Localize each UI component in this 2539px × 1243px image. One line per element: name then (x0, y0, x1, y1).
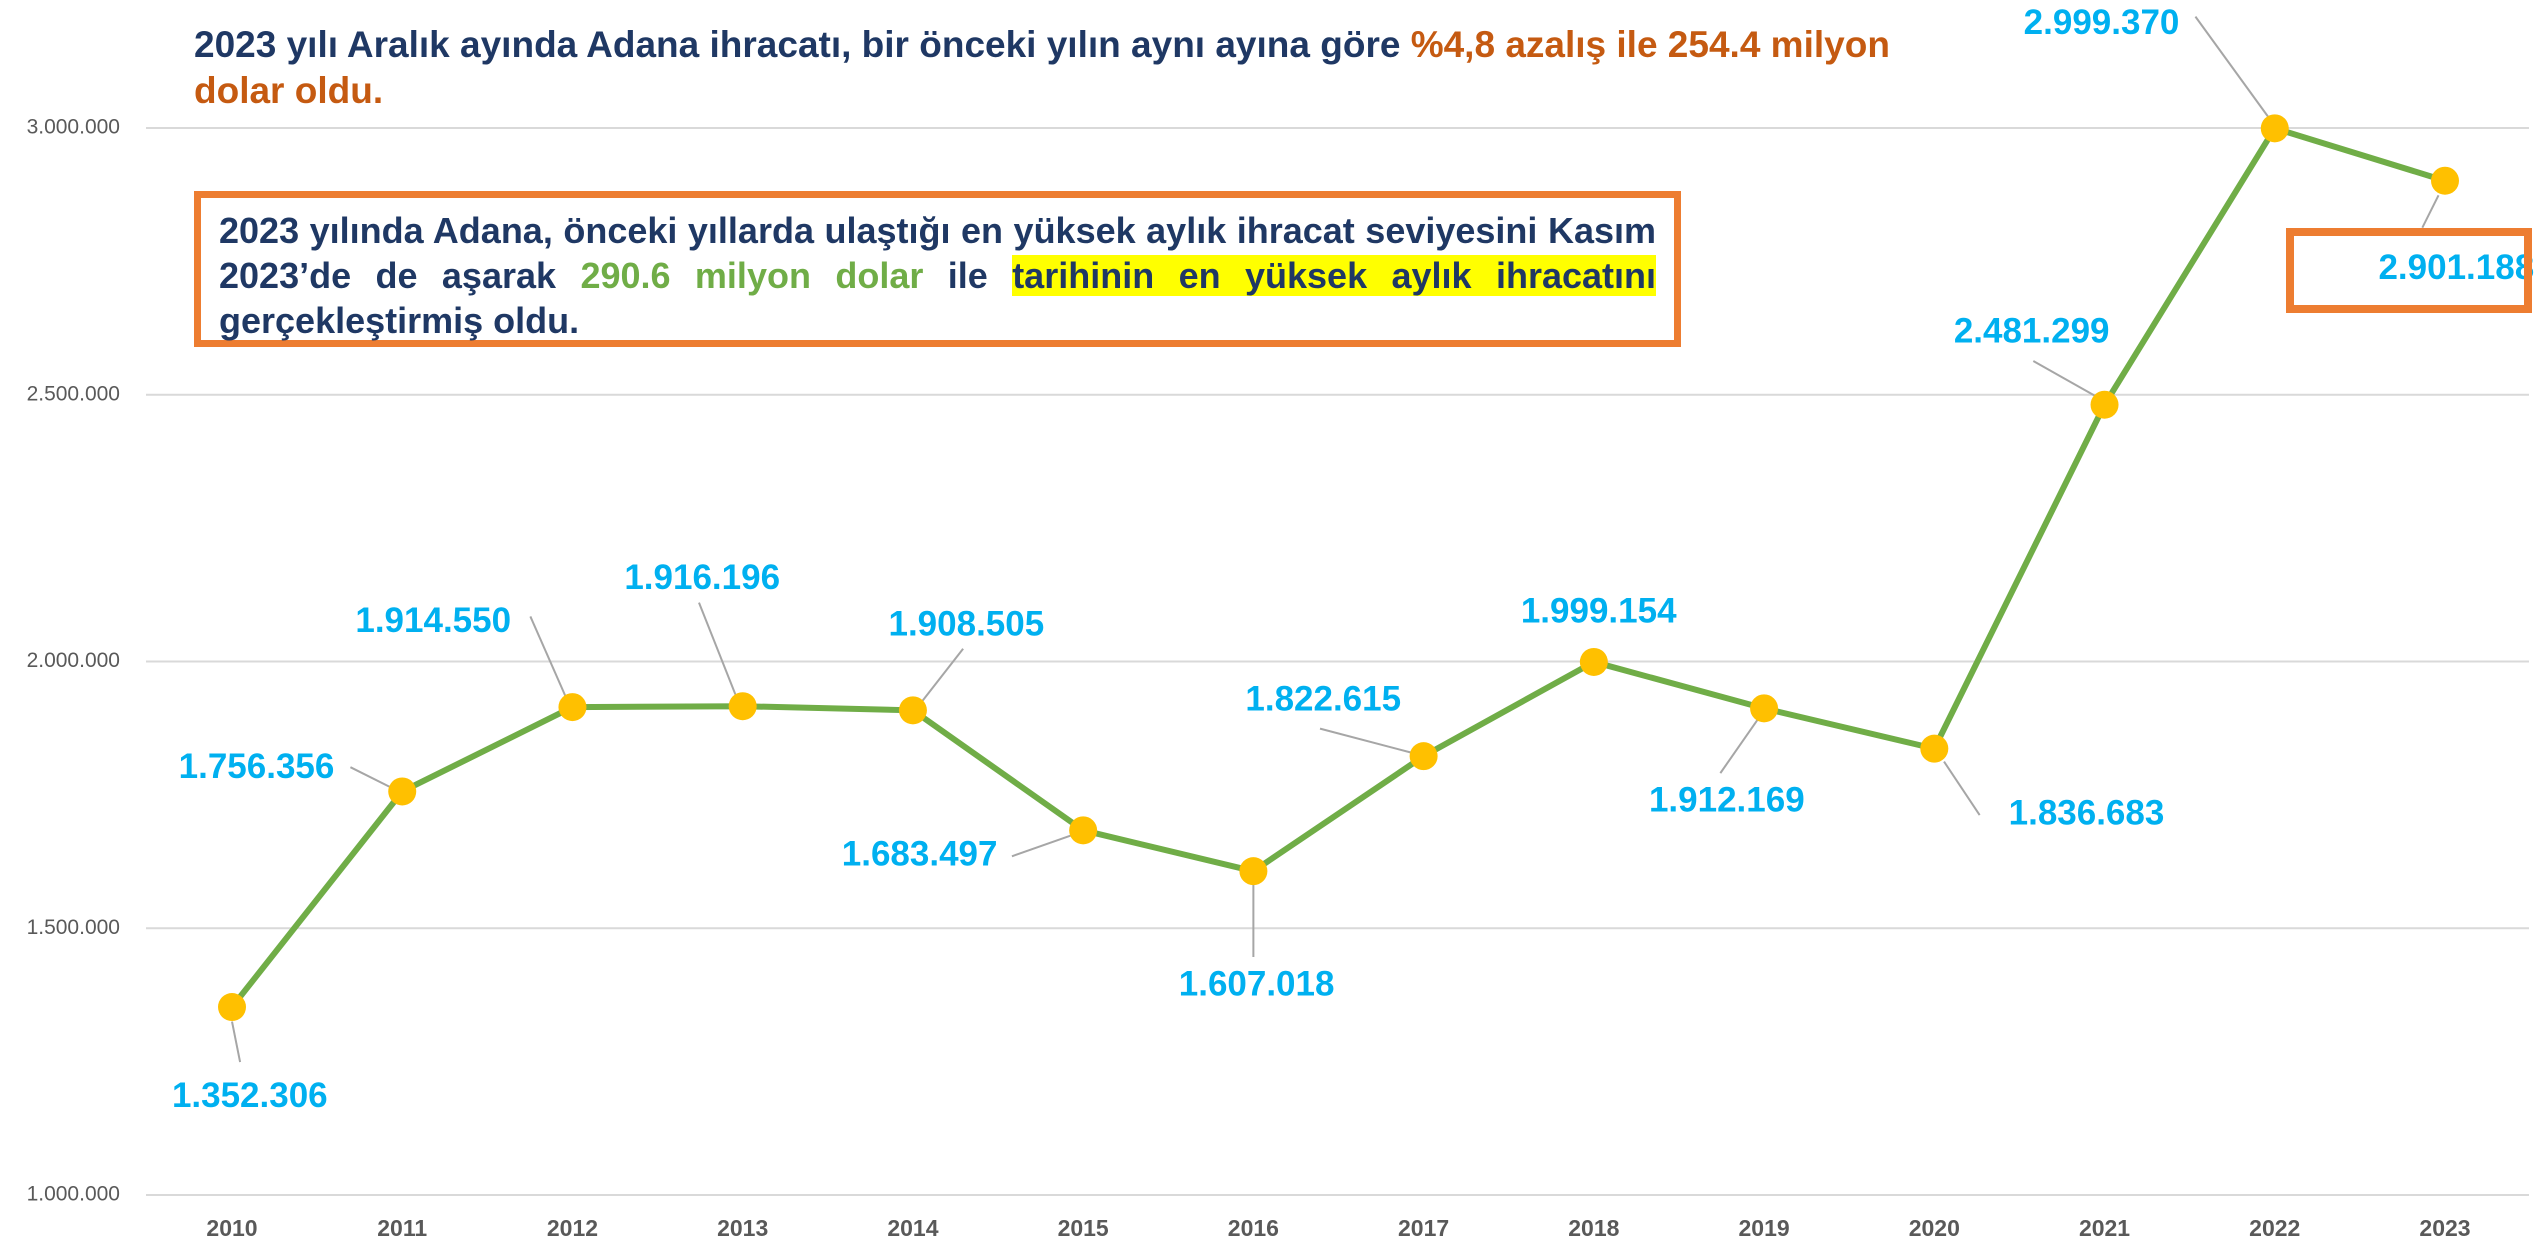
data-label: 1.836.683 (2009, 793, 2165, 832)
marker (1069, 816, 1098, 845)
marker (558, 693, 587, 722)
leader-line (1011, 834, 1073, 858)
data-label: 1.822.615 (1245, 679, 1401, 718)
marker (1239, 857, 1268, 886)
marker (1750, 694, 1779, 723)
x-tick-label: 2013 (717, 1215, 768, 1241)
leader-line (1319, 727, 1413, 754)
marker (1409, 742, 1438, 771)
x-tick-label: 2010 (206, 1215, 257, 1241)
annotation-part: 2023 yılında Adana, önceki yıllarda ulaş… (219, 210, 1656, 296)
marker (2090, 390, 2119, 419)
data-label: 2.999.370 (2024, 3, 2180, 42)
y-tick-label: 2.000.000 (27, 649, 120, 672)
data-label: 1.683.497 (842, 835, 998, 874)
x-tick-label: 2022 (2249, 1215, 2300, 1241)
data-label: 1.908.505 (888, 604, 1044, 643)
y-tick-label: 1.000.000 (27, 1183, 120, 1206)
annotation-part: gerçekleştirmiş oldu. (219, 300, 580, 341)
title-part: 2023 yılı Aralık ayında Adana ihracatı, … (194, 24, 1411, 65)
marker (898, 696, 927, 725)
annotation-part: tarihinin en yüksek aylık ihracatını (1012, 255, 1657, 296)
leader-line (231, 1021, 242, 1063)
y-tick-label: 3.000.000 (27, 116, 120, 139)
data-label: 1.607.018 (1179, 964, 1335, 1003)
data-label: 1.352.306 (172, 1076, 328, 1115)
annotation-part: ile (923, 255, 1013, 296)
data-label: 2.901.188 (2378, 248, 2534, 287)
line (229, 125, 2446, 1009)
marker (2260, 114, 2289, 143)
leader-line (698, 602, 738, 697)
data-label: 2.481.299 (1954, 312, 2110, 351)
x-tick-label: 2014 (887, 1215, 938, 1241)
title-part: %4,8 azalış ile 254.4 milyon dolar oldu. (194, 24, 1890, 111)
marker (388, 777, 417, 806)
data-label: 1.916.196 (624, 558, 780, 597)
x-tick-label: 2019 (1738, 1215, 1789, 1241)
leader-line (529, 616, 567, 698)
y-tick-label: 1.500.000 (27, 916, 120, 939)
chart-title: 2023 yılı Aralık ayında Adana ihracatı, … (194, 22, 1894, 114)
marker (1920, 734, 1949, 763)
data-label: 1.756.356 (179, 747, 335, 786)
x-tick-label: 2023 (2419, 1215, 2470, 1241)
leader-line (2421, 194, 2440, 229)
leader-line (921, 648, 964, 702)
leader-line (1943, 761, 1981, 816)
y-tick-label: 2.500.000 (27, 382, 120, 405)
marker (728, 692, 757, 721)
annotation: 2023 yılında Adana, önceki yıllarda ulaş… (194, 191, 1681, 347)
leader-line (1719, 719, 1759, 774)
x-tick-label: 2018 (1568, 1215, 1619, 1241)
leader-line (2032, 360, 2097, 398)
x-tick-label: 2020 (1909, 1215, 1960, 1241)
data-label: 1.999.154 (1521, 592, 1677, 631)
leader-line (2194, 16, 2270, 118)
annotation-part: 290.6 milyon dolar (580, 255, 924, 296)
data-label: 1.914.550 (355, 601, 511, 640)
marker (218, 993, 246, 1022)
x-tick-label: 2017 (1398, 1215, 1449, 1241)
marker (2431, 166, 2459, 195)
x-tick-label: 2016 (1228, 1215, 1279, 1241)
x-tick-label: 2012 (547, 1215, 598, 1241)
data-label: 1.912.169 (1649, 781, 1805, 820)
x-tick-label: 2011 (377, 1215, 427, 1241)
leader-line (349, 766, 390, 788)
highlight-box (2286, 228, 2532, 313)
x-tick-label: 2015 (1058, 1215, 1109, 1241)
x-tick-label: 2021 (2079, 1215, 2130, 1241)
marker (1579, 647, 1608, 676)
